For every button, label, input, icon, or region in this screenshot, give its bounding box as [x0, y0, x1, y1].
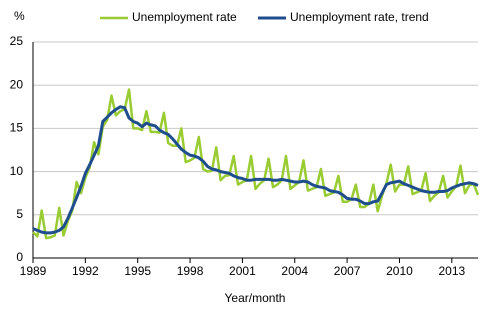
x-tick-label: 2013 [438, 264, 465, 278]
y-tick-label: 10 [10, 164, 24, 178]
legend-label: Unemployment rate, trend [290, 10, 429, 24]
y-tick-label: 5 [16, 207, 23, 221]
x-tick-label: 1992 [72, 264, 99, 278]
y-tick-label: 15 [10, 121, 24, 135]
x-tick-label: 1995 [124, 264, 151, 278]
series-line [32, 88, 480, 240]
y-tick-label: 20 [10, 77, 24, 91]
x-tick-label: 2004 [281, 264, 308, 278]
x-tick-label: 2001 [229, 264, 256, 278]
y-axis-label: % [14, 9, 25, 23]
x-tick-label: 1998 [177, 264, 204, 278]
y-tick-label: 0 [16, 250, 23, 264]
series-line [32, 105, 479, 235]
y-tick-label: 25 [10, 34, 24, 48]
legend-label: Unemployment rate [132, 10, 237, 24]
x-tick-label: 2007 [334, 264, 361, 278]
x-tick-label: 2010 [386, 264, 413, 278]
x-axis-label: Year/month [225, 291, 286, 305]
x-tick-label: 1989 [20, 264, 47, 278]
